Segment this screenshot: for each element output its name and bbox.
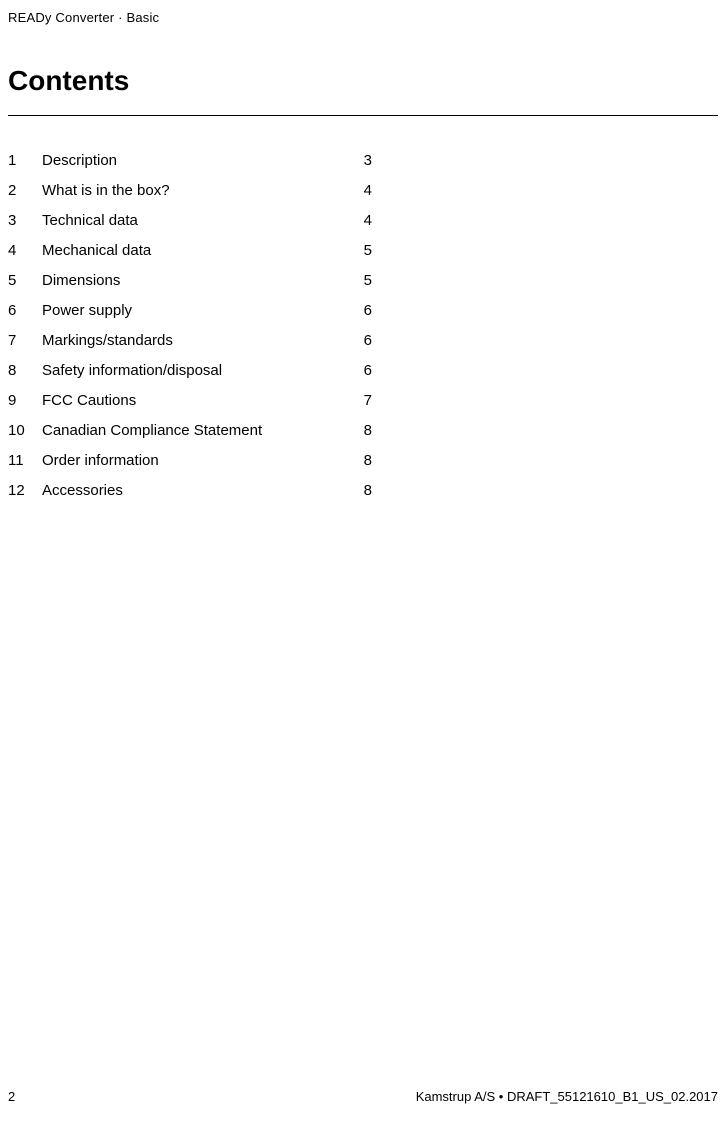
- toc-number: 5: [8, 266, 42, 296]
- toc-page: 6: [352, 296, 372, 326]
- toc-title: Markings/standards: [42, 326, 352, 356]
- toc-entry: 9 FCC Cautions 7: [8, 386, 372, 416]
- toc-number: 6: [8, 296, 42, 326]
- toc-page: 8: [352, 446, 372, 476]
- toc-page: 8: [352, 416, 372, 446]
- toc-entry: 4 Mechanical data 5: [8, 236, 372, 266]
- title-rule: [8, 115, 718, 116]
- toc-page: 5: [352, 266, 372, 296]
- toc-number: 11: [8, 446, 42, 476]
- toc-entry: 8 Safety information/disposal 6: [8, 356, 372, 386]
- toc-number: 2: [8, 176, 42, 206]
- toc-entry: 6 Power supply 6: [8, 296, 372, 326]
- toc-title: Order information: [42, 446, 352, 476]
- toc-title: Power supply: [42, 296, 352, 326]
- toc-entry: 3 Technical data 4: [8, 206, 372, 236]
- toc-entry: 12 Accessories 8: [8, 476, 372, 506]
- toc-page: 5: [352, 236, 372, 266]
- toc-number: 4: [8, 236, 42, 266]
- footer-page-number: 2: [8, 1089, 15, 1104]
- toc-entry: 7 Markings/standards 6: [8, 326, 372, 356]
- toc-title: Description: [42, 146, 352, 176]
- toc-title: Dimensions: [42, 266, 352, 296]
- toc-number: 10: [8, 416, 42, 446]
- toc-title: Mechanical data: [42, 236, 352, 266]
- footer-text: Kamstrup A/S • DRAFT_55121610_B1_US_02.2…: [416, 1089, 718, 1104]
- toc-page: 8: [352, 476, 372, 506]
- toc-number: 7: [8, 326, 42, 356]
- toc-page: 6: [352, 356, 372, 386]
- toc-entry: 5 Dimensions 5: [8, 266, 372, 296]
- toc-page: 6: [352, 326, 372, 356]
- toc-number: 1: [8, 146, 42, 176]
- toc-title: Safety information/disposal: [42, 356, 352, 386]
- toc-number: 9: [8, 386, 42, 416]
- toc-page: 7: [352, 386, 372, 416]
- toc-entry: 10 Canadian Compliance Statement 8: [8, 416, 372, 446]
- toc-entry: 2 What is in the box? 4: [8, 176, 372, 206]
- toc-entry: 11 Order information 8: [8, 446, 372, 476]
- document-header: READy Converter · Basic: [8, 10, 718, 25]
- page-title: Contents: [8, 65, 718, 97]
- toc-page: 4: [352, 176, 372, 206]
- toc-page: 4: [352, 206, 372, 236]
- toc-title: Accessories: [42, 476, 352, 506]
- toc-title: FCC Cautions: [42, 386, 352, 416]
- toc-title: What is in the box?: [42, 176, 352, 206]
- table-of-contents: 1 Description 3 2 What is in the box? 4 …: [8, 146, 372, 506]
- toc-entry: 1 Description 3: [8, 146, 372, 176]
- toc-number: 3: [8, 206, 42, 236]
- page-footer: 2 Kamstrup A/S • DRAFT_55121610_B1_US_02…: [8, 1089, 718, 1104]
- toc-number: 12: [8, 476, 42, 506]
- toc-number: 8: [8, 356, 42, 386]
- toc-title: Technical data: [42, 206, 352, 236]
- toc-title: Canadian Compliance Statement: [42, 416, 352, 446]
- toc-page: 3: [352, 146, 372, 176]
